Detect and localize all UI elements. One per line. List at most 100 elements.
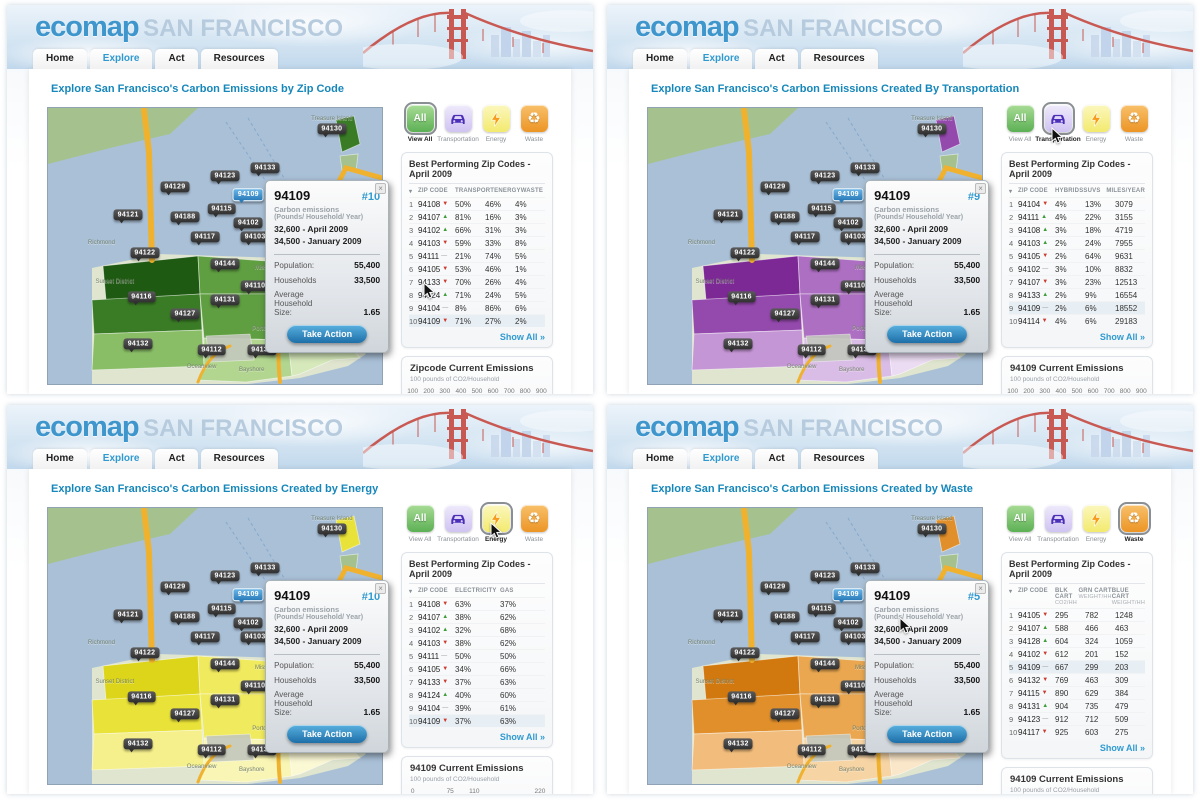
map-zip-label-94116[interactable]: 94116: [727, 691, 756, 706]
map-zip-label-94129[interactable]: 94129: [160, 181, 190, 196]
map-zip-label-94127[interactable]: 94127: [770, 308, 800, 323]
map-zip-label-94117[interactable]: 94117: [190, 231, 220, 246]
table-row[interactable]: 7 94115 ▼ 890 629 384: [1009, 686, 1145, 699]
table-row[interactable]: 9 94109—2% 6% 18552: [1009, 301, 1145, 314]
zip-code-column-header[interactable]: ZIP CODE: [418, 588, 448, 594]
map-zip-label-94115[interactable]: 94115: [807, 203, 836, 218]
table-row[interactable]: 10 94109 ▼ 71% 27% 2%: [409, 314, 545, 327]
nav-tab-resources[interactable]: Resources: [200, 449, 278, 469]
table-row[interactable]: 10 94109 ▼ 37% 63%: [409, 714, 545, 727]
close-icon[interactable]: ×: [375, 182, 387, 194]
map-zip-label-94132[interactable]: 94132: [123, 738, 153, 753]
table-row[interactable]: 9 94104—8% 86% 6%: [409, 301, 545, 314]
column-header[interactable]: BLUE CART WEIGHT/HH: [1112, 588, 1145, 606]
table-row[interactable]: 9 94123—912 712 509: [1009, 712, 1145, 725]
map-zip-label-94132[interactable]: 94132: [723, 338, 753, 353]
table-row[interactable]: 5 94111—50% 50%: [409, 649, 545, 662]
nav-tab-act[interactable]: Act: [155, 449, 198, 469]
table-row[interactable]: 2 94107 ▲ 38% 62%: [409, 610, 545, 623]
map-zip-label-94130[interactable]: 94130: [917, 123, 947, 138]
table-row[interactable]: 5 94109—667 299 203: [1009, 660, 1145, 673]
map-zip-label-94133[interactable]: 94133: [850, 162, 880, 177]
map-zip-label-94129[interactable]: 94129: [760, 581, 790, 596]
map-zip-label-94188[interactable]: 94188: [170, 611, 200, 626]
take-action-button[interactable]: Take Action: [887, 324, 968, 343]
table-row[interactable]: 7 94107 ▼ 3% 23% 12513: [1009, 275, 1145, 288]
map-zip-label-94112[interactable]: 94112: [797, 744, 826, 759]
table-row[interactable]: 9 94104—39% 61%: [409, 701, 545, 714]
filter-energy[interactable]: Energy: [477, 105, 515, 143]
map-zip-label-94131[interactable]: 94131: [210, 694, 240, 709]
column-header[interactable]: BLK CART CO2/HH: [1055, 588, 1078, 606]
map-zip-label-94109[interactable]: 94109: [832, 188, 864, 204]
take-action-button[interactable]: Take Action: [887, 724, 968, 743]
filter-all[interactable]: All View All: [401, 505, 439, 543]
map-zip-label-94116[interactable]: 94116: [127, 691, 156, 706]
map-zip-label-94130[interactable]: 94130: [317, 123, 347, 138]
map-zip-label-94121[interactable]: 94121: [113, 209, 143, 224]
nav-tab-home[interactable]: Home: [33, 49, 87, 69]
column-header[interactable]: ENERGY: [494, 188, 521, 195]
sort-icon[interactable]: ▾: [409, 189, 413, 195]
map-zip-label-94134[interactable]: 94134: [247, 744, 277, 759]
column-header[interactable]: TRANSPORT: [455, 188, 494, 195]
map-zip-label-94188[interactable]: 94188: [170, 211, 200, 226]
map-zip-label-94122[interactable]: 94122: [130, 647, 160, 662]
map-zip-label-94144[interactable]: 94144: [810, 258, 840, 273]
zip-code-column-header[interactable]: ZIP CODE: [418, 188, 448, 194]
nav-tab-explore[interactable]: Explore: [89, 449, 153, 469]
filter-transportation[interactable]: Transportation: [437, 105, 479, 143]
map-zip-label-94131[interactable]: 94131: [810, 694, 840, 709]
map-zip-label-94110[interactable]: 94110: [240, 280, 270, 295]
map-zip-label-94133[interactable]: 94133: [850, 562, 880, 577]
nav-tab-act[interactable]: Act: [755, 449, 798, 469]
table-row[interactable]: 6 94105 ▼ 53% 46% 1%: [409, 262, 545, 275]
nav-tab-explore[interactable]: Explore: [689, 49, 753, 69]
map-zip-label-94122[interactable]: 94122: [730, 247, 760, 262]
filter-all[interactable]: All View All: [401, 102, 439, 143]
table-row[interactable]: 10 94117 ▼ 925 603 275: [1009, 725, 1145, 738]
map-zip-label-94102[interactable]: 94102: [833, 217, 863, 232]
map-zip-label-94109[interactable]: 94109: [232, 188, 264, 204]
map-zip-label-94121[interactable]: 94121: [713, 209, 743, 224]
take-action-button[interactable]: Take Action: [287, 724, 368, 743]
nav-tab-home[interactable]: Home: [33, 449, 87, 469]
table-row[interactable]: 3 94102 ▲ 32% 68%: [409, 623, 545, 636]
nav-tab-explore[interactable]: Explore: [689, 449, 753, 469]
table-row[interactable]: 4 94103 ▲ 2% 24% 7955: [1009, 236, 1145, 249]
filter-waste[interactable]: ♻ Waste: [515, 505, 553, 543]
table-row[interactable]: 2 94111 ▲ 4% 22% 3155: [1009, 210, 1145, 223]
map-zip-label-94123[interactable]: 94123: [210, 170, 240, 185]
nav-tab-explore[interactable]: Explore: [89, 49, 153, 69]
map-zip-label-94110[interactable]: 94110: [240, 680, 270, 695]
map-zip-label-94109[interactable]: 94109: [232, 588, 264, 604]
nav-tab-act[interactable]: Act: [755, 49, 798, 69]
map-zip-label-94116[interactable]: 94116: [127, 291, 156, 306]
map-zip-label-94117[interactable]: 94117: [790, 231, 820, 246]
map-zip-label-94112[interactable]: 94112: [797, 344, 826, 359]
filter-all[interactable]: All View All: [1001, 505, 1039, 543]
table-row[interactable]: 5 94105 ▼ 2% 64% 9631: [1009, 249, 1145, 262]
map-zip-label-94122[interactable]: 94122: [130, 247, 160, 262]
map-zip-label-94129[interactable]: 94129: [760, 181, 790, 196]
filter-energy[interactable]: Energy: [1077, 105, 1115, 143]
nav-tab-resources[interactable]: Resources: [800, 449, 878, 469]
map-zip-label-94102[interactable]: 94102: [233, 617, 263, 632]
filter-energy[interactable]: Energy: [1077, 505, 1115, 543]
table-row[interactable]: 7 94133 ▼ 37% 63%: [409, 675, 545, 688]
nav-tab-home[interactable]: Home: [633, 49, 687, 69]
map-zip-label-94130[interactable]: 94130: [917, 523, 947, 538]
map-zip-label-94109[interactable]: 94109: [832, 588, 864, 604]
map-zip-label-94188[interactable]: 94188: [770, 611, 800, 626]
show-all-link[interactable]: Show All »: [499, 332, 545, 342]
table-row[interactable]: 1 94104 ▼ 4% 13% 3079: [1009, 197, 1145, 210]
map-zip-label-94103[interactable]: 94103: [240, 631, 270, 646]
map-zip-label-94134[interactable]: 94134: [247, 344, 277, 359]
table-row[interactable]: 2 94107 ▲ 81% 16% 3%: [409, 210, 545, 223]
filter-waste[interactable]: ♻ Waste: [1115, 502, 1153, 543]
map-zip-label-94133[interactable]: 94133: [250, 562, 280, 577]
map-zip-label-94131[interactable]: 94131: [210, 294, 240, 309]
nav-tab-act[interactable]: Act: [155, 49, 198, 69]
table-row[interactable]: 3 94108 ▲ 3% 18% 4719: [1009, 223, 1145, 236]
